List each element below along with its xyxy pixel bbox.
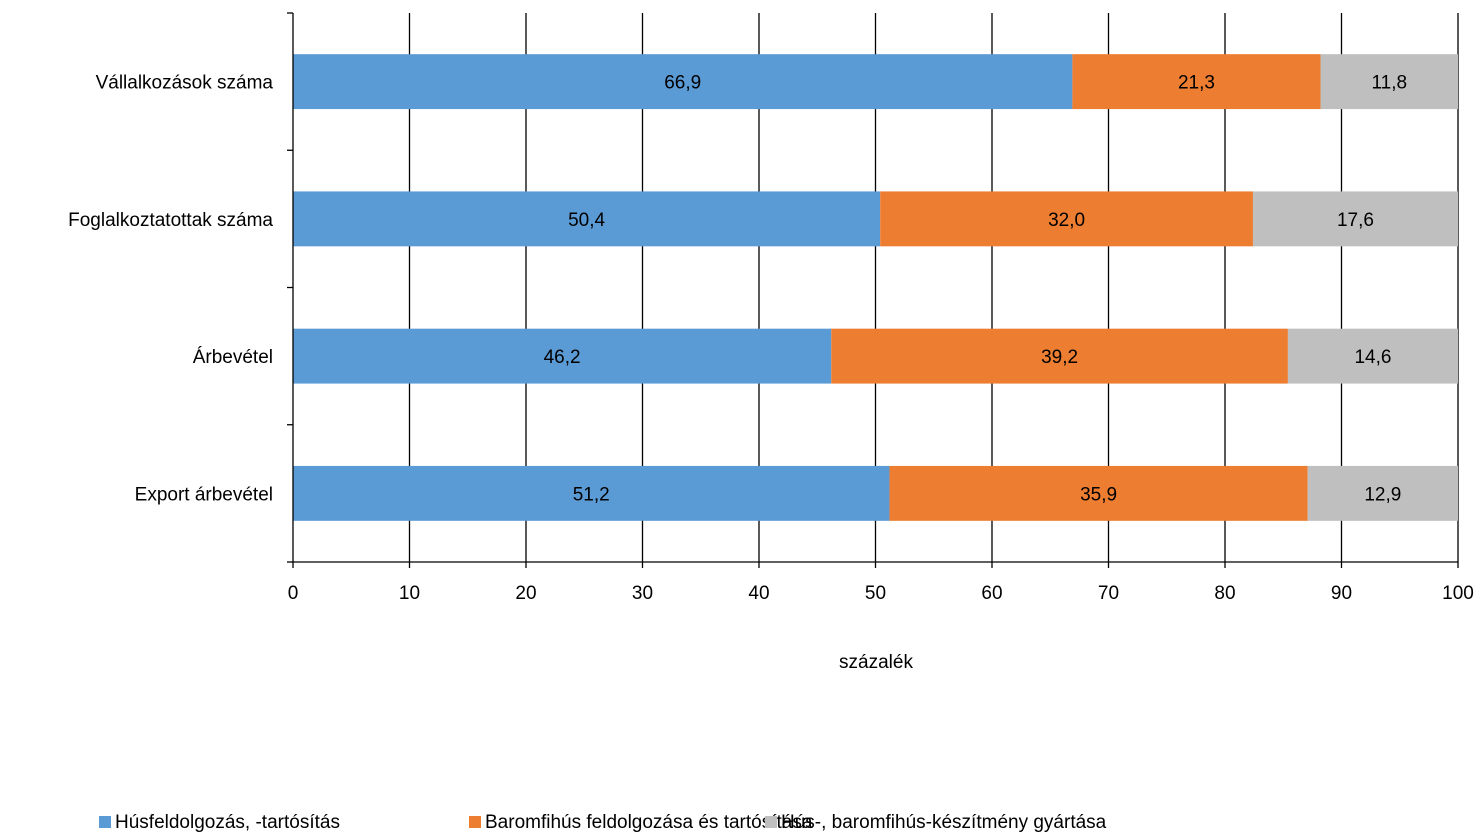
bar-segment [293, 328, 832, 384]
data-label: 21,3 [1178, 73, 1215, 94]
x-axis-title: százalék [839, 652, 913, 673]
x-tick-label: 40 [748, 583, 769, 604]
x-tick-label: 60 [981, 583, 1002, 604]
data-label: 12,9 [1364, 484, 1401, 505]
x-tick-label: 90 [1331, 583, 1352, 604]
x-tick-label: 0 [288, 583, 299, 604]
x-tick-label: 50 [865, 583, 886, 604]
data-label: 51,2 [573, 484, 610, 505]
legend-label: Húsfeldolgozás, -tartósítás [115, 812, 340, 833]
bar-segment [831, 328, 1288, 384]
category-label: Árbevétel [193, 347, 273, 368]
bar-segment [1072, 54, 1321, 110]
data-label: 14,6 [1354, 347, 1391, 368]
x-tick-label: 30 [632, 583, 653, 604]
data-label: 50,4 [568, 210, 605, 231]
data-label: 17,6 [1337, 210, 1374, 231]
category-labels: Vállalkozások száma Foglalkoztatottak szá… [68, 73, 273, 506]
data-label: 11,8 [1371, 73, 1407, 94]
bar-segment [1307, 465, 1458, 521]
axes [287, 12, 1459, 568]
bar-segment [293, 465, 890, 521]
category-label: Foglalkoztatottak száma [68, 210, 273, 231]
legend-label: Baromfihús feldolgozása és tartósítása [485, 812, 813, 833]
category-label: Export árbevétel [135, 484, 273, 505]
bar-segment [1320, 54, 1458, 110]
data-label: 39,2 [1041, 347, 1078, 368]
bar-segment [889, 465, 1308, 521]
legend-swatch [469, 816, 481, 828]
data-label: 35,9 [1080, 484, 1117, 505]
bar-segment [880, 191, 1253, 247]
x-tick-label: 80 [1214, 583, 1235, 604]
data-label: 46,2 [544, 347, 581, 368]
x-tick-labels: 0 10 20 30 40 50 60 70 80 90 100 [288, 583, 1474, 604]
bar-segment [1287, 328, 1458, 384]
legend-swatch [765, 816, 777, 828]
x-tick-label: 20 [515, 583, 536, 604]
legend: Húsfeldolgozás, -tartósítás Baromfihús fe… [99, 812, 1107, 833]
data-label: 32,0 [1048, 210, 1085, 231]
data-label: 66,9 [664, 73, 701, 94]
x-tick-label: 100 [1442, 583, 1474, 604]
legend-label: Hús-, baromfihús-készítmény gyártása [781, 812, 1107, 833]
legend-swatch [99, 816, 111, 828]
bar-segment [293, 54, 1073, 110]
bars: 66,9 21,3 11,8 50,4 32,0 17,6 46,2 39,2 14,6 51,2… [293, 54, 1458, 521]
category-label: Vállalkozások száma [96, 73, 274, 94]
bar-segment [293, 191, 881, 247]
bar-segment [1252, 191, 1458, 247]
x-tick-label: 70 [1098, 583, 1119, 604]
x-tick-label: 10 [399, 583, 420, 604]
